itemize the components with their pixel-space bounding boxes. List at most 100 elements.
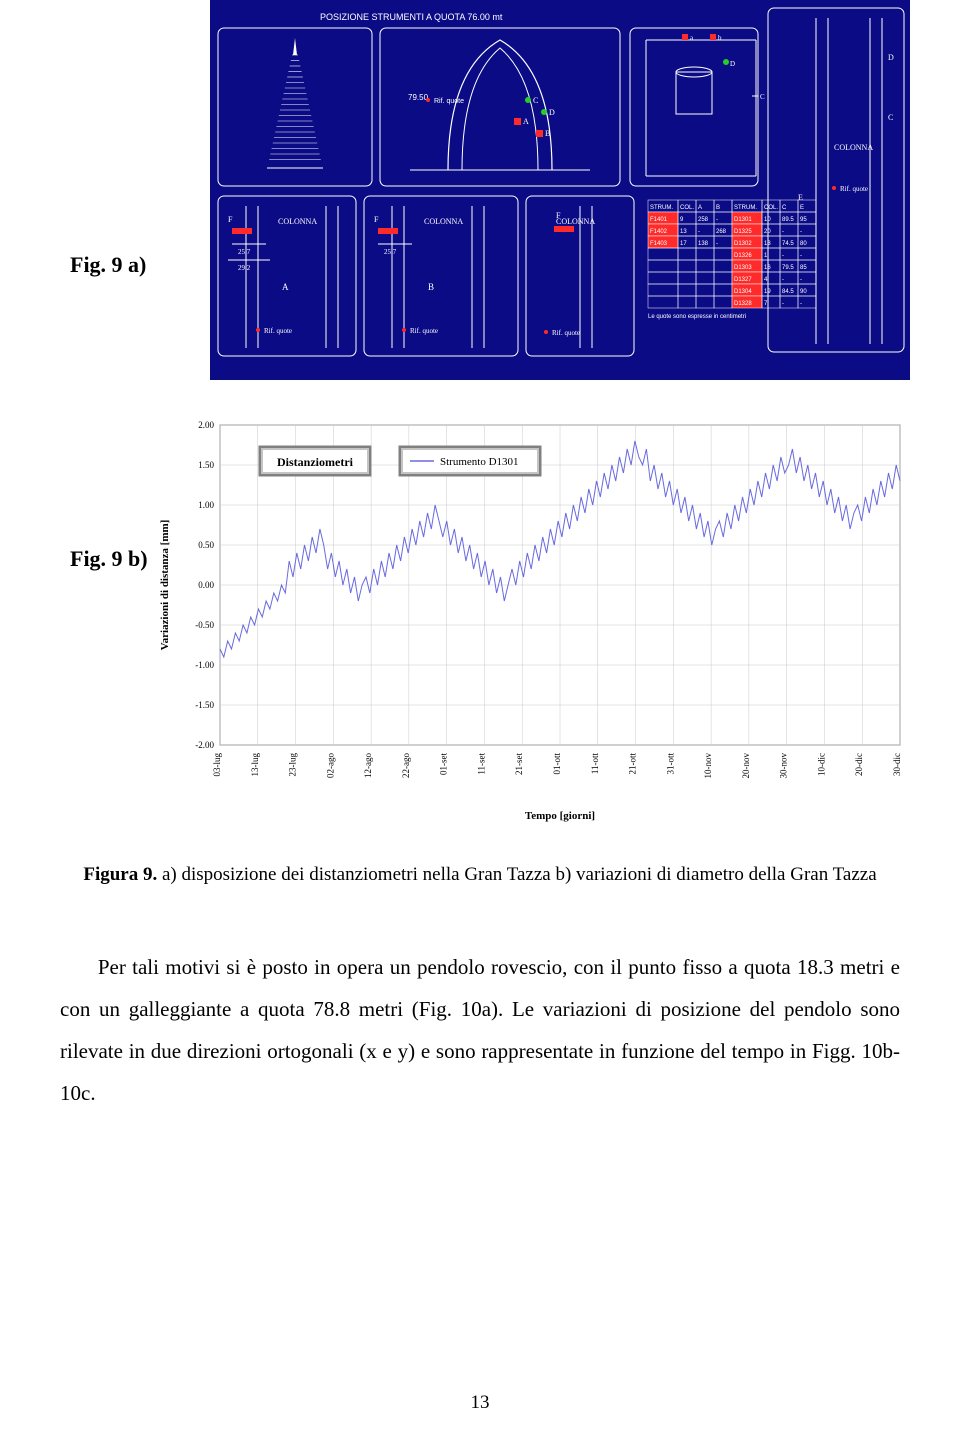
svg-text:85: 85 [800, 265, 807, 271]
svg-text:13: 13 [764, 241, 771, 247]
svg-text:-: - [782, 301, 784, 307]
svg-text:A: A [282, 282, 289, 292]
page-number: 13 [0, 1392, 960, 1414]
svg-text:-: - [800, 229, 802, 235]
svg-text:Distanziometri: Distanziometri [277, 455, 354, 469]
svg-text:0.00: 0.00 [198, 580, 214, 590]
svg-text:A: A [523, 117, 529, 126]
svg-text:13: 13 [680, 229, 687, 235]
svg-text:74.5: 74.5 [782, 241, 794, 247]
svg-text:C: C [760, 93, 765, 101]
svg-text:Rif. quote: Rif. quote [552, 329, 580, 337]
svg-text:31-ott: 31-ott [665, 753, 675, 775]
svg-text:258: 258 [698, 217, 709, 223]
svg-text:11-set: 11-set [476, 753, 486, 775]
svg-text:D1303: D1303 [734, 265, 752, 271]
svg-text:22-ago: 22-ago [401, 753, 411, 778]
svg-text:-0.50: -0.50 [195, 620, 214, 630]
svg-text:Le quote sono espresse in cent: Le quote sono espresse in centimetri [648, 314, 746, 320]
svg-text:-: - [800, 301, 802, 307]
page: Fig. 9 a) POSIZIONE STRUMENTI A QUOTA 76… [0, 0, 960, 1436]
svg-text:84.5: 84.5 [782, 289, 794, 295]
svg-text:-: - [800, 253, 802, 259]
svg-text:01-ott: 01-ott [552, 753, 562, 775]
svg-text:-: - [698, 229, 700, 235]
technical-diagram: POSIZIONE STRUMENTI A QUOTA 76.00 mt 79.5… [210, 0, 900, 385]
svg-text:2.00: 2.00 [198, 420, 214, 430]
svg-text:-2.00: -2.00 [195, 740, 214, 750]
svg-text:F1402: F1402 [650, 229, 668, 235]
svg-text:COLONNA: COLONNA [278, 217, 317, 226]
svg-text:E: E [798, 193, 803, 202]
svg-text:Rif. quote: Rif. quote [410, 327, 438, 335]
caption-lead: Figura 9. [83, 864, 157, 885]
svg-text:21-ott: 21-ott [628, 753, 638, 775]
svg-text:01-set: 01-set [439, 753, 449, 775]
paragraph-text: Per tali motivi si è posto in opera un p… [60, 955, 900, 1105]
svg-text:COLONNA: COLONNA [556, 217, 595, 226]
svg-text:89.5: 89.5 [782, 217, 794, 223]
svg-text:-: - [782, 277, 784, 283]
svg-text:30-nov: 30-nov [779, 753, 789, 779]
svg-text:268: 268 [716, 229, 727, 235]
svg-text:-: - [800, 277, 802, 283]
svg-text:Variazioni di distanza [mm]: Variazioni di distanza [mm] [159, 520, 171, 651]
svg-text:D: D [888, 53, 894, 62]
svg-text:F: F [228, 215, 233, 224]
svg-text:Tempo [giorni]: Tempo [giorni] [525, 810, 595, 822]
svg-text:11-ott: 11-ott [590, 753, 600, 775]
figure-label-a: Fig. 9 a) [70, 252, 146, 278]
svg-text:D1327: D1327 [734, 277, 752, 283]
svg-text:25.7: 25.7 [384, 248, 397, 256]
figure-caption: Figura 9. a) disposizione dei distanziom… [60, 864, 900, 886]
svg-text:-: - [782, 229, 784, 235]
svg-text:10: 10 [764, 217, 771, 223]
svg-text:D: D [549, 108, 555, 117]
svg-text:-: - [782, 253, 784, 259]
svg-text:23-lug: 23-lug [288, 753, 298, 777]
svg-text:29.2: 29.2 [238, 264, 251, 272]
svg-text:D: D [730, 60, 735, 68]
svg-text:21-set: 21-set [514, 753, 524, 775]
svg-text:138: 138 [698, 241, 709, 247]
svg-text:20-dic: 20-dic [854, 753, 864, 776]
svg-text:79.5: 79.5 [782, 265, 794, 271]
svg-text:03-lug: 03-lug [212, 753, 222, 777]
svg-text:POSIZIONE STRUMENTI A QUOTA 76: POSIZIONE STRUMENTI A QUOTA 76.00 mt [320, 12, 503, 22]
svg-text:A: A [698, 205, 702, 211]
svg-text:D1302: D1302 [734, 241, 752, 247]
svg-text:-: - [716, 217, 718, 223]
svg-text:STRUM.: STRUM. [650, 205, 673, 211]
svg-text:90: 90 [800, 289, 807, 295]
svg-text:16: 16 [764, 265, 771, 271]
svg-text:b: b [718, 34, 722, 42]
svg-text:Rif. quote: Rif. quote [840, 185, 868, 193]
svg-text:1.00: 1.00 [198, 500, 214, 510]
svg-text:STRUM.: STRUM. [734, 205, 757, 211]
svg-text:10-nov: 10-nov [703, 753, 713, 779]
svg-text:80: 80 [800, 241, 807, 247]
svg-text:20-nov: 20-nov [741, 753, 751, 779]
svg-text:25.7: 25.7 [238, 248, 251, 256]
svg-text:D1301: D1301 [734, 217, 752, 223]
svg-text:F1403: F1403 [650, 241, 668, 247]
svg-text:12-ago: 12-ago [363, 753, 373, 778]
svg-text:D1304: D1304 [734, 289, 752, 295]
svg-text:79.50: 79.50 [408, 93, 429, 102]
svg-text:02-ago: 02-ago [325, 753, 335, 778]
figure-label-b: Fig. 9 b) [70, 546, 148, 572]
svg-text:F: F [556, 211, 561, 220]
svg-text:-: - [716, 241, 718, 247]
svg-text:D1328: D1328 [734, 301, 752, 307]
caption-text: a) disposizione dei distanziometri nella… [157, 864, 876, 885]
svg-text:COL.: COL. [680, 205, 694, 211]
svg-text:-1.00: -1.00 [195, 660, 214, 670]
svg-text:Strumento D1301: Strumento D1301 [440, 456, 519, 468]
svg-text:95: 95 [800, 217, 807, 223]
diagram-svg: POSIZIONE STRUMENTI A QUOTA 76.00 mt 79.5… [210, 0, 910, 380]
svg-text:13-lug: 13-lug [250, 753, 260, 777]
svg-text:E: E [800, 205, 804, 211]
svg-text:Rif. quote: Rif. quote [264, 327, 292, 335]
svg-text:Rif. quote: Rif. quote [434, 98, 464, 105]
svg-text:COL.: COL. [764, 205, 778, 211]
